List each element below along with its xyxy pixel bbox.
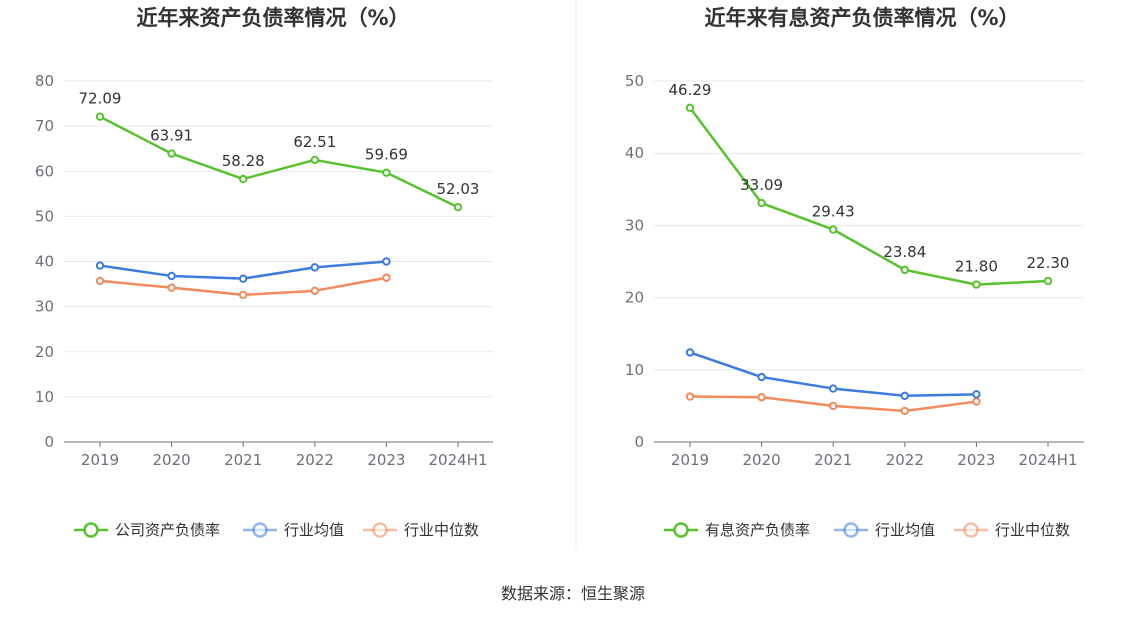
data-point [239, 290, 248, 300]
data-point [900, 391, 909, 400]
legend-label: 行业均值 [284, 521, 344, 539]
chart-1: 近年来资产负债率情况（%） 0 10 20 30 40 50 60 70 80 2019 2020 20… [35, 6, 493, 539]
x-tick-label: 2023 [957, 451, 995, 469]
data-source: 数据来源：恒生聚源 [501, 584, 645, 603]
y-tick-label: 10 [35, 388, 54, 406]
data-point [310, 155, 319, 165]
x-tick-label: 2021 [224, 451, 262, 469]
data-point [685, 392, 695, 401]
legend-label: 行业中位数 [404, 521, 479, 539]
y-tick-label: 40 [35, 253, 54, 271]
y-tick-label: 0 [634, 433, 644, 451]
legend-label: 行业中位数 [995, 521, 1070, 539]
data-label: 72.09 [79, 90, 122, 108]
x-tick-label: 2023 [367, 451, 405, 469]
data-label: 59.69 [365, 146, 408, 164]
data-point [95, 276, 105, 286]
data-label: 58.28 [222, 152, 265, 170]
data-label: 21.80 [955, 258, 998, 276]
data-point [757, 198, 766, 208]
legend-label: 有息资产负债率 [705, 521, 810, 539]
chart-2: 近年来有息资产负债率情况（%） 0 10 20 30 40 50 2019 2020 2021 20… [625, 6, 1084, 539]
chart-title: 近年来有息资产负债率情况（%） [704, 6, 1019, 30]
data-point [685, 348, 695, 357]
legend-label: 行业均值 [875, 521, 935, 539]
data-point [382, 257, 391, 266]
data-point [829, 225, 838, 234]
data-label: 62.51 [293, 133, 336, 151]
data-point [972, 280, 981, 289]
x-tick-label: 2021 [814, 451, 852, 469]
x-tick-label: 2022 [296, 451, 334, 469]
data-point [382, 273, 391, 282]
series-line [689, 107, 1049, 286]
y-tick-label: 20 [35, 343, 54, 361]
data-point [757, 372, 766, 382]
data-point [757, 393, 766, 402]
data-point [167, 283, 176, 292]
x-tick-label: 2020 [743, 451, 781, 469]
x-tick-label: 2019 [671, 451, 709, 469]
legend-swatch-marker [252, 522, 268, 538]
data-point [167, 271, 176, 281]
data-point [95, 261, 105, 270]
data-label: 46.29 [669, 81, 712, 99]
y-tick-label: 50 [625, 72, 644, 90]
x-tick-label: 2024H1 [1019, 451, 1078, 469]
legend-swatch-marker [83, 522, 99, 538]
data-point [829, 401, 838, 411]
data-point [310, 286, 319, 296]
y-tick-label: 70 [35, 117, 54, 135]
data-point [972, 390, 981, 399]
legend-swatch-marker [372, 522, 388, 538]
data-point [310, 263, 319, 272]
legend-label: 公司资产负债率 [115, 521, 220, 539]
y-tick-label: 30 [625, 216, 644, 234]
y-tick-label: 40 [625, 144, 644, 162]
data-label: 23.84 [883, 243, 926, 261]
data-point [167, 149, 176, 158]
data-point [453, 203, 463, 212]
x-tick-label: 2019 [81, 451, 119, 469]
y-tick-label: 0 [44, 433, 54, 451]
data-label: 63.91 [150, 127, 193, 145]
legend-swatch-marker [843, 522, 859, 538]
y-tick-label: 30 [35, 298, 54, 316]
y-tick-label: 20 [625, 289, 644, 307]
x-tick-label: 2022 [886, 451, 924, 469]
data-point [972, 397, 981, 406]
y-tick-label: 80 [35, 72, 54, 90]
y-tick-label: 60 [35, 162, 54, 180]
data-point [95, 112, 105, 121]
series-line [99, 115, 459, 209]
data-point [239, 274, 248, 283]
data-point [900, 406, 909, 416]
chart-title: 近年来资产负债率情况（%） [136, 6, 409, 30]
legend-swatch-marker [963, 522, 979, 538]
data-point [1043, 276, 1053, 286]
x-tick-label: 2024H1 [429, 451, 488, 469]
legend-swatch-marker [673, 522, 689, 538]
data-label: 22.30 [1027, 254, 1070, 272]
data-point [829, 384, 838, 393]
data-point [900, 265, 909, 275]
y-tick-label: 50 [35, 207, 54, 225]
data-point [382, 168, 391, 177]
data-point [239, 174, 248, 184]
data-point [685, 103, 695, 112]
x-tick-label: 2020 [153, 451, 191, 469]
data-label: 33.09 [740, 176, 783, 194]
data-label: 52.03 [437, 180, 480, 198]
y-tick-label: 10 [625, 361, 644, 379]
data-label: 29.43 [812, 203, 855, 221]
